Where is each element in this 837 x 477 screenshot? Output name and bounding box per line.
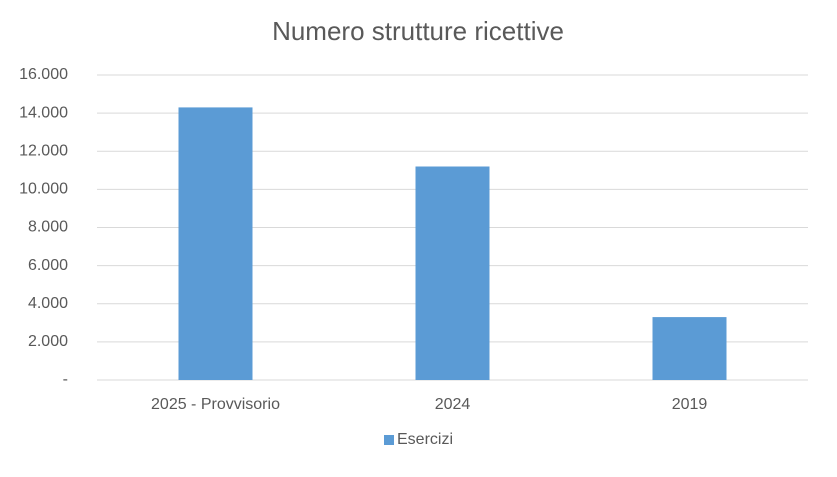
y-tick-label: 14.000 [19, 104, 68, 121]
y-tick-label: 2.000 [28, 333, 68, 350]
y-tick-label: 4.000 [28, 295, 68, 312]
x-tick-label: 2025 - Provvisorio [151, 396, 280, 413]
y-tick-label: 10.000 [19, 181, 68, 198]
bar [178, 107, 253, 380]
bar [415, 166, 490, 380]
x-tick-label: 2019 [672, 396, 708, 413]
y-tick-label: 12.000 [19, 142, 68, 159]
y-tick-label: 16.000 [19, 66, 68, 83]
x-tick-label: 2024 [435, 396, 471, 413]
legend-swatch [384, 435, 394, 445]
bar [652, 317, 727, 380]
legend-label: Esercizi [397, 431, 453, 448]
y-tick-label: 6.000 [28, 257, 68, 274]
chart-title: Numero strutture ricettive [272, 16, 564, 46]
y-tick-label: 8.000 [28, 219, 68, 236]
y-tick-label: - [63, 371, 68, 388]
